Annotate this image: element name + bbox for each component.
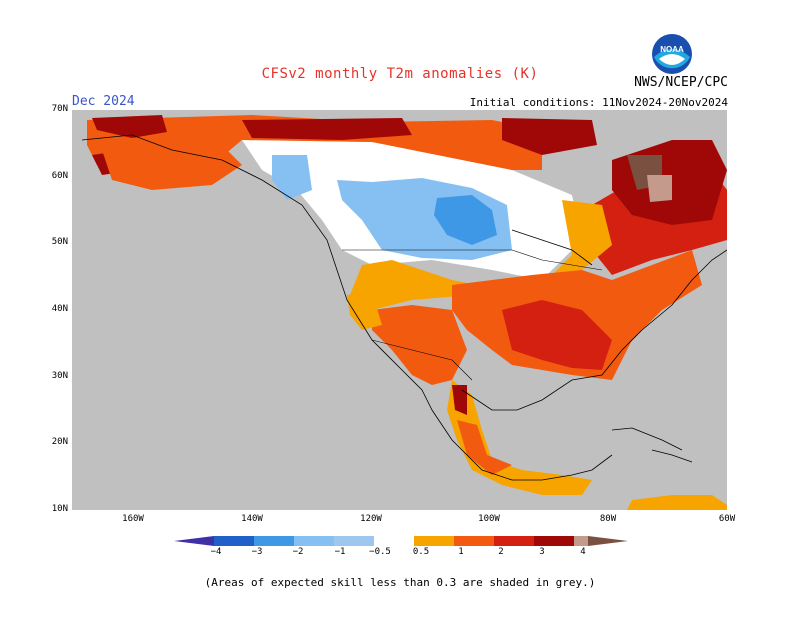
lat-label-60n: 60N — [51, 171, 68, 181]
colorbar — [174, 536, 628, 546]
colorbar-label: 3 — [539, 547, 545, 557]
anomaly-map — [72, 110, 727, 510]
colorbar-label: 0.5 — [412, 547, 430, 557]
colorbar-right-tip — [588, 536, 628, 546]
lon-label-80w: 80W — [599, 514, 617, 524]
southwest-warm — [372, 305, 467, 385]
mexico-red — [457, 420, 512, 475]
colorbar-bin — [534, 536, 574, 546]
agency-label: NWS/NCEP/CPC — [634, 75, 728, 90]
colorbar-label: −0.5 — [369, 547, 391, 557]
greenland-pink — [647, 175, 672, 202]
us-southeast-warm — [502, 300, 612, 370]
lat-label-30n: 30N — [51, 371, 68, 381]
warm-transition — [350, 200, 612, 310]
lat-label-10n: 10N — [51, 504, 68, 514]
initial-conditions: Initial conditions: 11Nov2024-20Nov2024 — [469, 96, 728, 109]
colorbar-label: 2 — [498, 547, 504, 557]
map-title: CFSv2 monthly T2m anomalies (K) — [261, 66, 539, 82]
forecast-month: Dec 2024 — [72, 94, 135, 109]
cool-region — [434, 195, 497, 245]
colorbar-label: 4 — [580, 547, 586, 557]
colorbar-bin — [254, 536, 294, 546]
south-america-warm — [627, 495, 727, 510]
colorbar-bin — [374, 536, 414, 546]
colorbar-bin — [214, 536, 254, 546]
colorbar-bin — [494, 536, 534, 546]
lon-label-60w: 60W — [718, 514, 736, 524]
colorbar-label: −2 — [292, 547, 304, 557]
lat-label-40n: 40N — [51, 304, 68, 314]
lon-label-120w: 120W — [360, 514, 382, 524]
lon-label-100w: 100W — [478, 514, 500, 524]
colorbar-left-tip — [174, 536, 214, 546]
logo-text: NOAA — [660, 45, 684, 54]
alaska-warm — [102, 145, 242, 190]
coastlines — [81, 134, 727, 481]
cool-patch-bc — [272, 155, 312, 200]
noaa-logo: NOAA — [651, 33, 693, 75]
colorbar-bin — [334, 536, 374, 546]
mexico-dark — [452, 385, 467, 415]
colorbar-label: −4 — [210, 547, 222, 557]
colorbar-bin — [294, 536, 334, 546]
colorbar-bin — [574, 536, 588, 546]
colorbar-label: −3 — [251, 547, 263, 557]
arctic-very-warm — [92, 115, 597, 175]
colorbar-bin — [414, 536, 454, 546]
lat-label-20n: 20N — [51, 437, 68, 447]
colorbar-label: 1 — [458, 547, 464, 557]
skill-footnote: (Areas of expected skill less than 0.3 a… — [204, 576, 596, 589]
lon-label-160w: 160W — [122, 514, 144, 524]
southwest-orange — [347, 292, 382, 330]
colorbar-label: −1 — [334, 547, 346, 557]
colorbar-bin — [454, 536, 494, 546]
lon-label-140w: 140W — [241, 514, 263, 524]
political-borders — [342, 249, 603, 381]
lat-label-50n: 50N — [51, 237, 68, 247]
lat-label-70n: 70N — [51, 104, 68, 114]
